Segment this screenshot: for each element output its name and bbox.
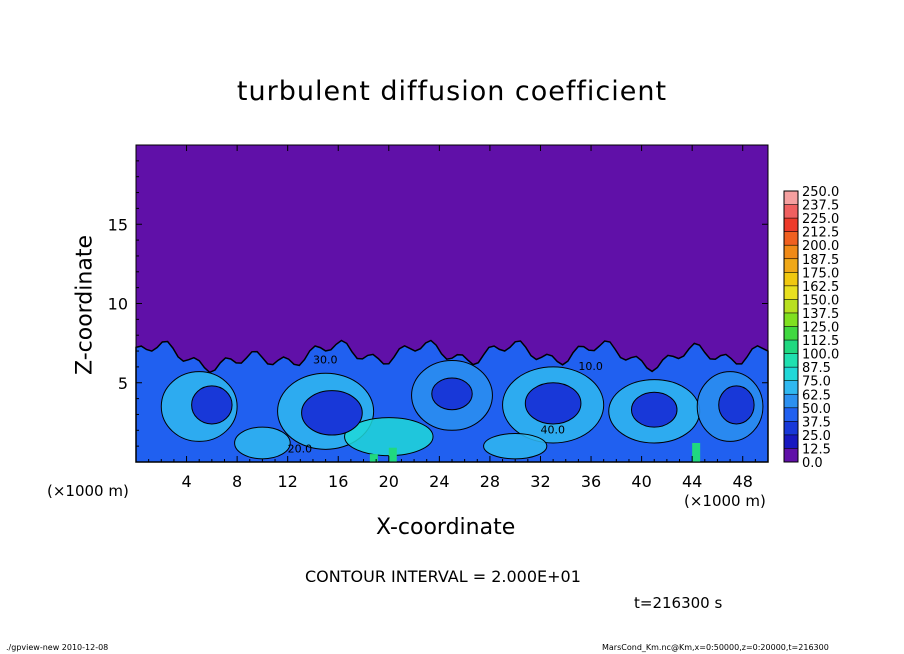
contour-label: 20.0 — [288, 442, 313, 455]
colorbar-label: 212.5 — [802, 226, 839, 241]
colorbar-swatch — [784, 380, 798, 395]
colorbar-label: 162.5 — [802, 280, 839, 295]
contour-line — [135, 339, 769, 463]
footer-left: ./gpview-new 2010-12-08 — [6, 643, 109, 652]
plot-area: 30.0 40.0 20.0 10.0 — [135, 144, 769, 463]
colorbar-swatch — [784, 245, 798, 259]
x-tick-label: 8 — [232, 472, 242, 491]
time-label: t=216300 s — [634, 594, 723, 612]
colorbar-label: 62.5 — [802, 388, 831, 403]
colorbar-label: 87.5 — [802, 361, 831, 376]
colorbar-label: 187.5 — [802, 253, 839, 268]
colorbar-label: 225.0 — [802, 212, 839, 227]
x-unit-label: (×1000 m) — [47, 482, 129, 500]
eddy-core — [524, 382, 582, 425]
contour-label: 10.0 — [578, 360, 603, 373]
y-axis-label: Z-coordinate — [72, 235, 98, 375]
footer-right: MarsCond_Km.nc@Km,x=0:50000,z=0:20000,t=… — [602, 643, 829, 652]
colorbar-swatch — [784, 231, 798, 246]
eddy-core — [191, 385, 233, 425]
colorbar-swatch — [784, 367, 798, 381]
colorbar-label: 175.0 — [802, 266, 839, 281]
colorbar-swatch — [784, 353, 798, 368]
colorbar-label: 25.0 — [802, 429, 831, 444]
eddy-core — [718, 385, 755, 425]
y-tick-label: 10 — [108, 295, 128, 314]
colorbar-swatch — [784, 394, 798, 408]
x-tick-label: 44 — [682, 472, 702, 491]
colorbar-swatch — [784, 448, 798, 462]
colorbar-label: 237.5 — [802, 199, 839, 214]
high-value-patch — [388, 447, 397, 462]
x-tick-label: 48 — [733, 472, 753, 491]
chart-title: turbulent diffusion coefficient — [236, 76, 668, 107]
x-tick-label: 28 — [480, 472, 500, 491]
x-tick-label: 12 — [278, 472, 298, 491]
eddy-region — [483, 432, 548, 460]
colorbar-label: 137.5 — [802, 307, 839, 322]
x-unit-label-right: (×1000 m) — [684, 492, 766, 510]
x-tick-label: 24 — [429, 472, 449, 491]
eddy-core — [431, 377, 473, 411]
colorbar-swatch — [784, 191, 798, 205]
colorbar-label: 125.0 — [802, 321, 839, 336]
y-tick-label: 5 — [118, 374, 128, 393]
x-tick-label: 16 — [328, 472, 348, 491]
colorbar-swatch — [784, 326, 798, 341]
colorbar-label: 100.0 — [802, 348, 839, 363]
contour-label: 40.0 — [540, 423, 565, 436]
colorbar-swatch — [784, 299, 798, 313]
colorbar-swatch — [784, 340, 798, 354]
colorbar-swatch — [784, 434, 798, 449]
x-tick-label: 20 — [379, 472, 399, 491]
eddy-core — [301, 390, 363, 436]
y-tick-label: 15 — [108, 215, 128, 234]
colorbar-label: 12.5 — [802, 442, 831, 457]
colorbar-label: 37.5 — [802, 415, 831, 430]
colorbar-swatch — [784, 312, 798, 327]
high-value-patch — [692, 442, 701, 462]
colorbar-swatch — [784, 204, 798, 219]
eddy-region — [234, 426, 291, 460]
colorbar-swatch — [784, 421, 798, 435]
colorbar-label: 250.0 — [802, 185, 839, 200]
contour-interval-note: CONTOUR INTERVAL = 2.000E+01 — [305, 567, 581, 586]
colorbar: 250.0237.5225.0212.5200.0187.5175.0162.5… — [783, 185, 839, 471]
colorbar-swatch — [784, 258, 798, 273]
colorbar-swatch — [784, 272, 798, 286]
contour-label: 30.0 — [313, 354, 338, 367]
colorbar-label: 150.0 — [802, 293, 839, 308]
colorbar-label: 112.5 — [802, 334, 839, 349]
eddy-core — [630, 391, 678, 428]
x-tick-label: 4 — [181, 472, 191, 491]
x-axis-label: X-coordinate — [376, 515, 516, 540]
x-tick-label: 32 — [530, 472, 550, 491]
colorbar-swatch — [784, 285, 798, 300]
colorbar-swatch — [784, 407, 798, 422]
colorbar-label: 50.0 — [802, 402, 831, 417]
colorbar-label: 75.0 — [802, 375, 831, 390]
colorbar-label: 0.0 — [802, 456, 823, 471]
high-value-patch — [369, 454, 378, 462]
colorbar-label: 200.0 — [802, 239, 839, 254]
x-tick-label: 36 — [581, 472, 601, 491]
x-tick-label: 40 — [631, 472, 651, 491]
colorbar-swatch — [784, 218, 798, 232]
